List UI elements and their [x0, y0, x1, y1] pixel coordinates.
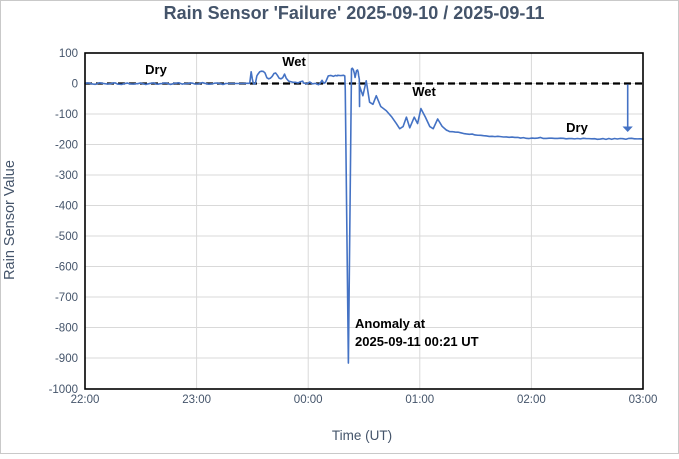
svg-text:03:00: 03:00 — [629, 394, 658, 406]
svg-text:100: 100 — [59, 48, 78, 60]
svg-text:-600: -600 — [55, 262, 78, 274]
svg-text:-800: -800 — [55, 323, 78, 335]
svg-text:Rain Sensor 'Failure' 2025-09-: Rain Sensor 'Failure' 2025-09-10 / 2025-… — [164, 3, 545, 23]
svg-text:00:00: 00:00 — [294, 394, 323, 406]
svg-text:Rain Sensor Value: Rain Sensor Value — [2, 160, 18, 280]
svg-text:02:00: 02:00 — [517, 394, 546, 406]
svg-text:01:00: 01:00 — [405, 394, 434, 406]
svg-text:2025-09-11 00:21 UT: 2025-09-11 00:21 UT — [355, 334, 479, 349]
svg-text:-300: -300 — [55, 170, 78, 182]
svg-text:-200: -200 — [55, 140, 78, 152]
svg-text:-500: -500 — [55, 231, 78, 243]
svg-text:Wet: Wet — [412, 84, 436, 99]
svg-text:Anomaly at: Anomaly at — [355, 316, 426, 331]
svg-text:0: 0 — [72, 79, 78, 91]
svg-text:-700: -700 — [55, 292, 78, 304]
svg-text:Wet: Wet — [282, 54, 306, 69]
svg-text:23:00: 23:00 — [182, 394, 211, 406]
svg-text:-400: -400 — [55, 201, 78, 213]
svg-text:Dry: Dry — [145, 62, 167, 77]
svg-text:Time (UT): Time (UT) — [332, 428, 392, 443]
svg-text:-900: -900 — [55, 353, 78, 365]
svg-text:-100: -100 — [55, 109, 78, 121]
svg-text:22:00: 22:00 — [71, 394, 100, 406]
svg-text:Dry: Dry — [566, 120, 588, 135]
